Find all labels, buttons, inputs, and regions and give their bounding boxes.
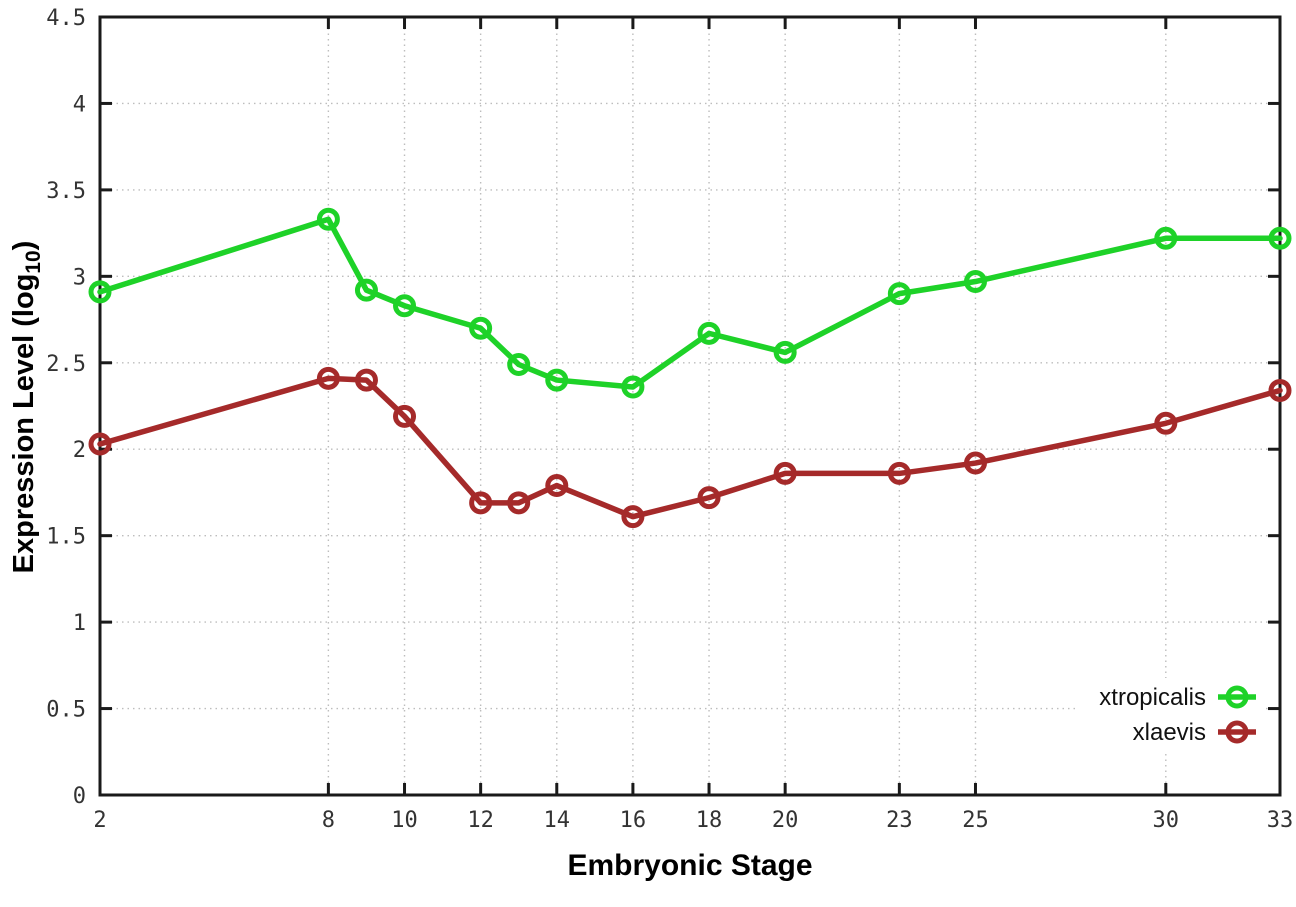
x-tick-label-33: 33 — [1267, 808, 1294, 833]
series-xlaevis — [88, 366, 1292, 529]
x-axis-title: Embryonic Stage — [567, 849, 813, 882]
x-tick-label-30: 30 — [1153, 808, 1180, 833]
data-point-xlaevis-stage-25 — [963, 451, 987, 475]
data-point-xlaevis-stage-12 — [469, 491, 493, 515]
gridlines — [100, 17, 1280, 795]
legend-label-xtropicalis: xtropicalis — [1099, 684, 1206, 711]
data-point-xlaevis-stage-13 — [507, 491, 531, 515]
y-tick-label-1.5: 1.5 — [46, 525, 86, 550]
data-point-xlaevis-stage-16 — [621, 505, 645, 529]
series-line-xtropicalis — [97, 216, 1283, 390]
y-tick-label-0: 0 — [73, 784, 86, 809]
data-point-xtropicalis-stage-2 — [88, 280, 112, 304]
x-tick-label-12: 12 — [467, 808, 494, 833]
y-axis-title-close: ) — [8, 240, 41, 251]
legend-label-xlaevis: xlaevis — [1133, 719, 1206, 746]
y-tick-label-1: 1 — [73, 611, 86, 636]
data-point-xlaevis-stage-20 — [773, 461, 797, 485]
x-tick-label-16: 16 — [620, 808, 647, 833]
data-point-xlaevis-stage-33 — [1268, 378, 1292, 402]
data-point-xlaevis-stage-9 — [354, 368, 378, 392]
data-point-xlaevis-stage-18 — [697, 486, 721, 510]
data-point-xtropicalis-stage-23 — [887, 282, 911, 306]
data-point-xtropicalis-stage-30 — [1154, 226, 1178, 250]
plot-border — [98, 15, 1282, 797]
data-point-xtropicalis-stage-33 — [1268, 226, 1292, 250]
data-point-xlaevis-stage-10 — [393, 404, 417, 428]
x-tick-labels: 2 8 10 12 14 16 18 20 23 25 30 33 — [93, 808, 1293, 833]
y-axis-title-text: Expression Level (log — [8, 273, 41, 574]
y-tick-label-3.5: 3.5 — [46, 179, 86, 204]
legend: xtropicalis xlaevis — [1078, 678, 1264, 750]
data-point-xlaevis-stage-14 — [545, 474, 569, 498]
y-tick-labels: 0 0.5 1 1.5 2 2.5 3 3.5 4 4.5 — [46, 6, 86, 809]
x-tick-label-2: 2 — [93, 808, 106, 833]
data-point-xlaevis-stage-23 — [887, 461, 911, 485]
y-tick-label-2.5: 2.5 — [46, 352, 86, 377]
y-axis-title-subscript: 10 — [21, 250, 45, 274]
legend-sample-marker-xtropicalis — [1225, 685, 1249, 709]
series-line-xlaevis — [97, 375, 1283, 520]
x-tick-label-23: 23 — [886, 808, 913, 833]
data-point-xtropicalis-stage-16 — [621, 375, 645, 399]
x-tick-label-10: 10 — [391, 808, 418, 833]
y-tick-label-3: 3 — [73, 265, 86, 290]
x-tick-label-8: 8 — [322, 808, 335, 833]
data-point-xtropicalis-stage-18 — [697, 321, 721, 345]
data-point-xlaevis-stage-30 — [1154, 411, 1178, 435]
data-point-xtropicalis-stage-14 — [545, 368, 569, 392]
y-axis-title: Expression Level (log10) — [8, 241, 46, 574]
data-point-xtropicalis-stage-9 — [354, 278, 378, 302]
data-point-xtropicalis-stage-20 — [773, 340, 797, 364]
x-tick-label-18: 18 — [696, 808, 723, 833]
series-xtropicalis — [88, 207, 1292, 399]
x-tick-label-20: 20 — [772, 808, 799, 833]
x-tick-label-25: 25 — [962, 808, 989, 833]
legend-sample-marker-xlaevis — [1225, 720, 1249, 744]
data-point-xlaevis-stage-8 — [316, 366, 340, 390]
data-point-xlaevis-stage-2 — [88, 432, 112, 456]
data-point-xtropicalis-stage-13 — [507, 353, 531, 377]
y-tick-label-4: 4 — [73, 92, 86, 117]
data-point-xtropicalis-stage-25 — [963, 270, 987, 294]
x-tick-label-14: 14 — [544, 808, 571, 833]
y-tick-label-2: 2 — [73, 438, 86, 463]
y-tick-label-4.5: 4.5 — [46, 6, 86, 31]
data-point-xtropicalis-stage-8 — [316, 207, 340, 231]
data-point-xtropicalis-stage-10 — [393, 294, 417, 318]
y-tick-label-0.5: 0.5 — [46, 698, 86, 723]
data-point-xtropicalis-stage-12 — [469, 316, 493, 340]
